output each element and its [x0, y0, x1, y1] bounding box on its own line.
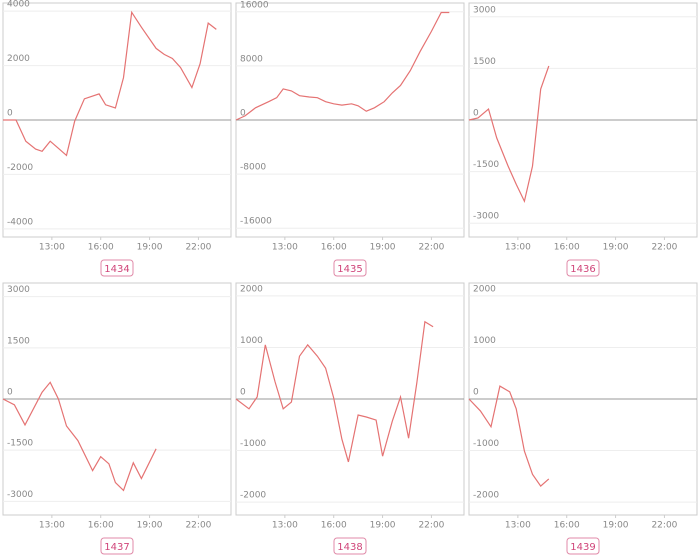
x-tick-label: 13:00 [505, 243, 531, 253]
x-tick-label: 22:00 [418, 521, 444, 531]
series-line [235, 320, 434, 463]
y-tick-label: 0 [240, 109, 246, 119]
label-box[interactable] [333, 259, 367, 277]
series-line [2, 381, 157, 492]
x-tick-label: 22:00 [185, 521, 211, 531]
label-box[interactable] [566, 259, 600, 277]
chart-label[interactable]: 1434 [104, 264, 129, 275]
x-tick-label: 13:00 [272, 243, 298, 253]
x-tick-label: 19:00 [370, 243, 396, 253]
chart-label[interactable]: 1439 [570, 542, 595, 553]
y-tick-label: 0 [240, 388, 246, 398]
y-tick-label: 2000 [240, 284, 263, 294]
x-tick-label: 22:00 [651, 521, 677, 531]
y-tick-label: 3000 [7, 285, 30, 295]
x-tick-label: 19:00 [603, 521, 629, 531]
y-tick-label: -1000 [240, 439, 266, 449]
series-line [235, 11, 450, 121]
x-tick-label: 16:00 [554, 243, 580, 253]
x-tick-label: 16:00 [88, 243, 114, 253]
chart-label[interactable]: 1435 [337, 264, 362, 275]
y-tick-label: 8000 [240, 54, 263, 64]
label-box[interactable] [333, 537, 367, 555]
y-tick-label: 2000 [7, 54, 30, 64]
y-tick-label: 2000 [473, 284, 496, 294]
chart-label[interactable]: 1438 [337, 542, 362, 553]
x-tick-label: 13:00 [505, 521, 531, 531]
y-tick-label: -1500 [7, 439, 33, 449]
y-tick-label: -16000 [240, 217, 272, 227]
series-line [468, 65, 550, 203]
y-tick-label: -2000 [240, 491, 266, 501]
x-tick-label: 13:00 [272, 521, 298, 531]
y-tick-label: 1000 [240, 336, 263, 346]
series-line [468, 385, 550, 487]
x-tick-label: 22:00 [418, 243, 444, 253]
y-tick-label: 1000 [473, 336, 496, 346]
x-tick-label: 19:00 [137, 521, 163, 531]
y-tick-label: -1000 [473, 439, 499, 449]
y-tick-label: -8000 [240, 163, 266, 173]
label-box[interactable] [100, 259, 134, 277]
x-tick-label: 13:00 [39, 521, 65, 531]
series-line [3, 10, 217, 157]
y-tick-label: -3000 [473, 212, 499, 222]
y-tick-label: 0 [7, 109, 13, 119]
y-tick-label: 0 [473, 388, 479, 398]
x-tick-label: 16:00 [321, 521, 347, 531]
y-tick-label: 1500 [473, 57, 496, 67]
chart-label[interactable]: 1436 [570, 264, 595, 275]
y-tick-label: -3000 [7, 490, 33, 500]
y-tick-label: 0 [7, 388, 13, 398]
x-tick-label: 19:00 [603, 243, 629, 253]
x-tick-label: 19:00 [137, 243, 163, 253]
y-tick-label: 0 [473, 109, 479, 119]
y-tick-label: 4000 [7, 0, 30, 10]
y-tick-label: -4000 [7, 217, 33, 227]
y-tick-label: 3000 [473, 5, 496, 15]
y-tick-label: 16000 [240, 0, 269, 10]
x-tick-label: 22:00 [651, 243, 677, 253]
chart-label[interactable]: 1437 [104, 542, 129, 553]
label-box[interactable] [566, 537, 600, 555]
y-tick-label: -2000 [7, 163, 33, 173]
y-tick-label: -1500 [473, 160, 499, 170]
y-tick-label: -2000 [473, 491, 499, 501]
x-tick-label: 19:00 [370, 521, 396, 531]
x-tick-label: 16:00 [554, 521, 580, 531]
x-tick-label: 22:00 [185, 243, 211, 253]
x-tick-label: 13:00 [39, 243, 65, 253]
x-tick-label: 16:00 [88, 521, 114, 531]
label-box[interactable] [100, 537, 134, 555]
x-tick-label: 16:00 [321, 243, 347, 253]
y-tick-label: 1500 [7, 336, 30, 346]
